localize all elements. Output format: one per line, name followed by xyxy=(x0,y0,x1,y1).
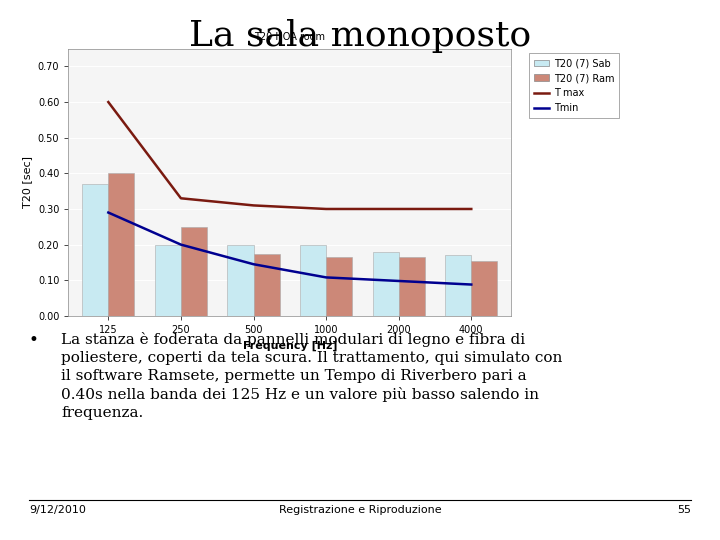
Bar xyxy=(472,261,498,316)
Text: •: • xyxy=(29,332,39,349)
Bar xyxy=(399,257,425,316)
Bar xyxy=(445,255,472,316)
Y-axis label: T20 [sec]: T20 [sec] xyxy=(22,156,32,208)
X-axis label: Frequency [Hz]: Frequency [Hz] xyxy=(243,341,337,351)
Text: 55: 55 xyxy=(678,505,691,515)
Bar xyxy=(300,245,326,316)
Legend: T20 (7) Sab, T20 (7) Ram, T max, Tmin: T20 (7) Sab, T20 (7) Ram, T max, Tmin xyxy=(529,53,619,118)
Text: 9/12/2010: 9/12/2010 xyxy=(29,505,86,515)
Bar xyxy=(228,245,253,316)
Bar xyxy=(82,184,108,316)
Bar xyxy=(181,227,207,316)
Text: La stanza è foderata da pannelli modulari di legno e fibra di
poliestere, copert: La stanza è foderata da pannelli modular… xyxy=(61,332,562,420)
Bar xyxy=(372,252,399,316)
Title: T20 HOA room: T20 HOA room xyxy=(254,32,325,42)
Bar xyxy=(253,254,279,316)
Bar xyxy=(326,257,352,316)
Bar xyxy=(108,173,135,316)
Bar xyxy=(155,245,181,316)
Text: La sala monoposto: La sala monoposto xyxy=(189,19,531,53)
Text: Registrazione e Riproduzione: Registrazione e Riproduzione xyxy=(279,505,441,515)
